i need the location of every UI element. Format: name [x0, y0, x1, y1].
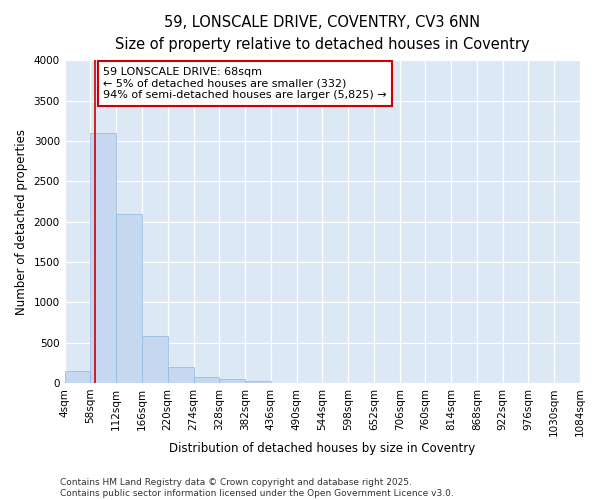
Title: 59, LONSCALE DRIVE, COVENTRY, CV3 6NN
Size of property relative to detached hous: 59, LONSCALE DRIVE, COVENTRY, CV3 6NN Si…	[115, 15, 530, 52]
Bar	[219, 379, 245, 383]
Text: 59 LONSCALE DRIVE: 68sqm
← 5% of detached houses are smaller (332)
94% of semi-d: 59 LONSCALE DRIVE: 68sqm ← 5% of detache…	[103, 67, 387, 100]
Text: Contains HM Land Registry data © Crown copyright and database right 2025.
Contai: Contains HM Land Registry data © Crown c…	[60, 478, 454, 498]
Bar	[245, 380, 271, 383]
Bar	[193, 376, 219, 383]
Bar	[65, 371, 91, 383]
Y-axis label: Number of detached properties: Number of detached properties	[15, 128, 28, 314]
X-axis label: Distribution of detached houses by size in Coventry: Distribution of detached houses by size …	[169, 442, 475, 455]
Bar	[116, 214, 142, 383]
Bar	[168, 367, 193, 383]
Bar	[91, 133, 116, 383]
Bar	[142, 336, 168, 383]
